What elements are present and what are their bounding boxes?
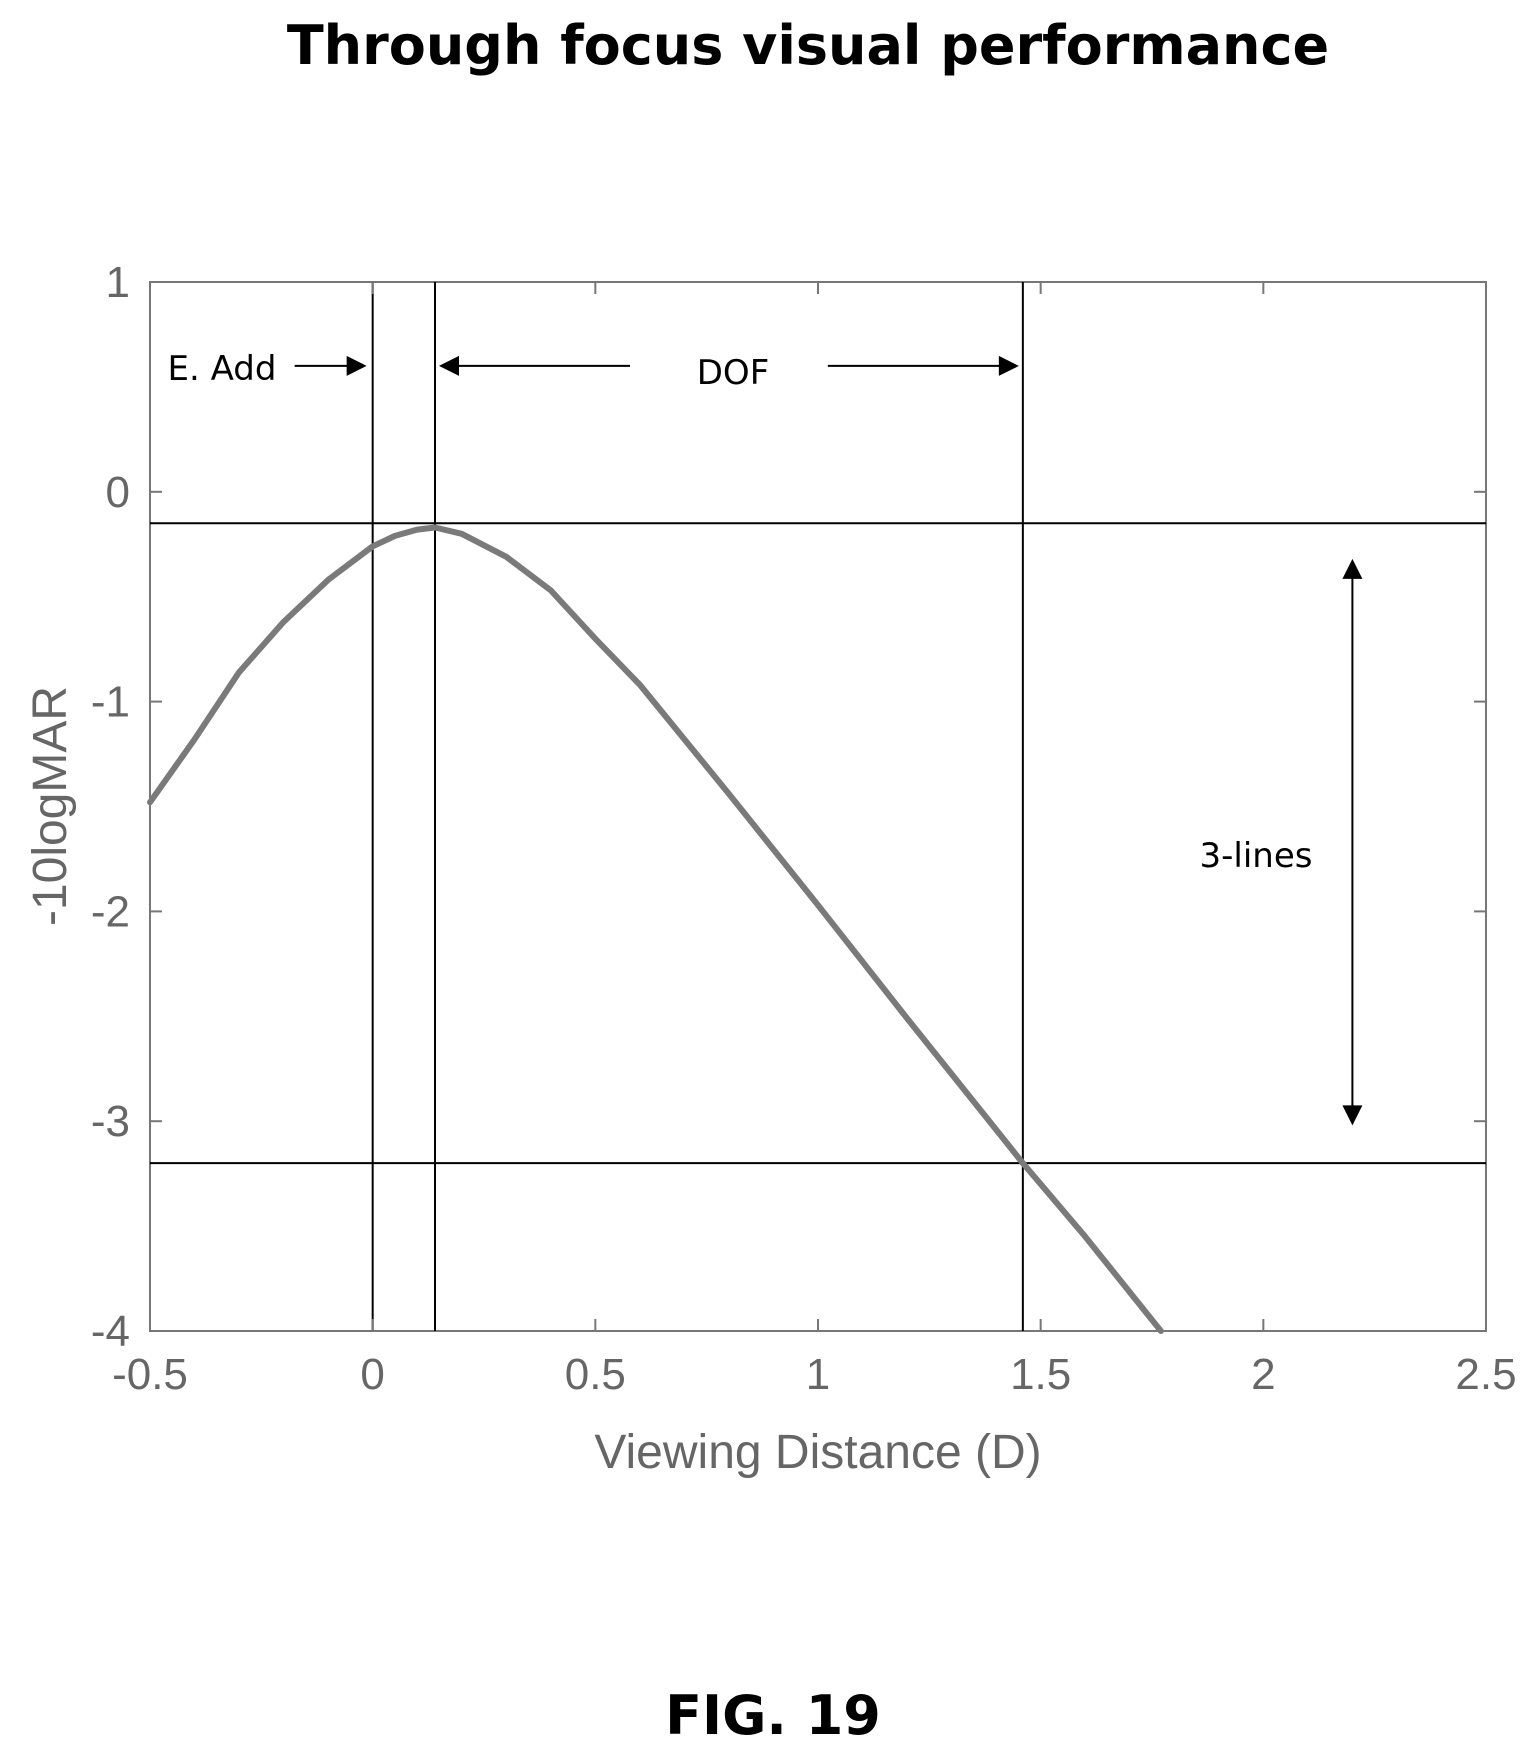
y-tick-labels: 1 0 -1 -2 -3 -4 <box>91 258 130 1356</box>
x-tick-label: 1.5 <box>1010 1350 1071 1399</box>
dof-label: DOF <box>697 353 770 393</box>
x-tick-label: 1 <box>806 1350 830 1399</box>
e-add-label: E. Add <box>168 349 277 389</box>
y-tick-label: -3 <box>91 1097 130 1146</box>
x-tick-label: 2.5 <box>1455 1350 1516 1399</box>
three-lines-arrowhead-up <box>1342 558 1363 579</box>
y-tick-label: -2 <box>91 887 130 936</box>
y-tick-label: -1 <box>91 678 130 727</box>
e-add-arrowhead <box>346 355 367 376</box>
series-line <box>147 524 1164 1334</box>
x-tick-label: -0.5 <box>112 1350 188 1399</box>
x-tick-label: 2 <box>1251 1350 1275 1399</box>
x-tick-label: 0.5 <box>565 1350 626 1399</box>
annotation-arrows <box>294 355 1363 1126</box>
plot-frame <box>149 281 1487 1332</box>
chart-title: Through focus visual performance <box>287 14 1329 77</box>
y-tick-label: -4 <box>91 1307 130 1356</box>
plot-area <box>147 281 1487 1334</box>
axis-ticks <box>149 281 1487 1332</box>
dof-arrowhead-left <box>439 355 460 376</box>
reference-lines <box>150 282 1486 1331</box>
x-tick-labels: -0.5 0 0.5 1 1.5 2 2.5 <box>112 1350 1517 1399</box>
x-tick-label: 0 <box>360 1350 384 1399</box>
dof-arrowhead-right <box>998 355 1019 376</box>
y-axis-label: -10logMAR <box>24 686 77 926</box>
three-lines-label: 3-lines <box>1200 836 1313 876</box>
x-axis-label: Viewing Distance (D) <box>594 1426 1041 1479</box>
y-tick-label: 0 <box>106 468 130 517</box>
figure-label: FIG. 19 <box>665 1684 881 1747</box>
y-tick-label: 1 <box>106 258 130 307</box>
three-lines-arrowhead-down <box>1342 1105 1363 1126</box>
